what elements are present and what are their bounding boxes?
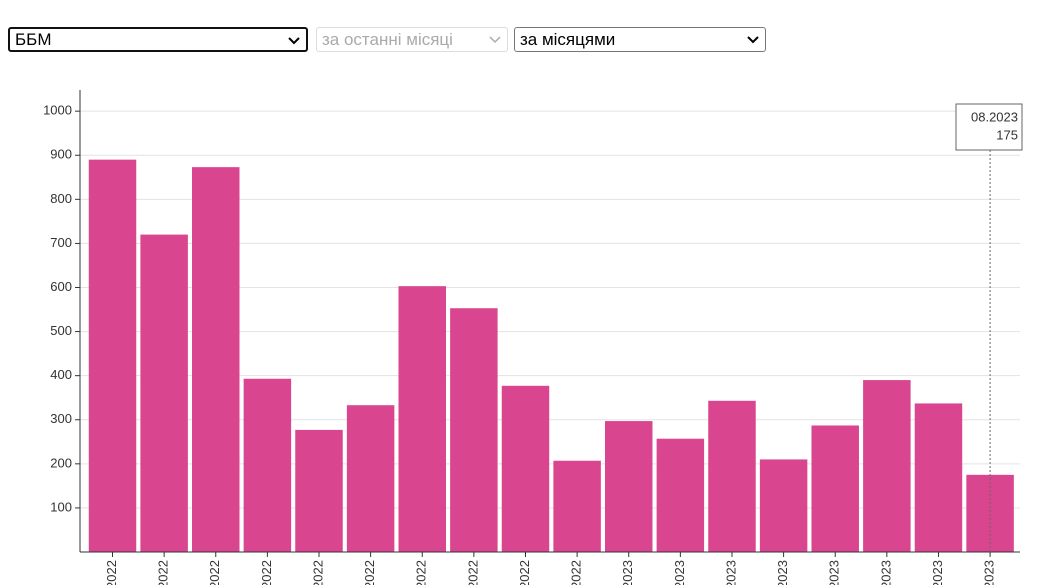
bar [604, 421, 653, 552]
bar [243, 378, 292, 552]
x-tick-label: 08.2023 [982, 560, 997, 585]
bar [88, 159, 137, 553]
y-tick-label: 400 [50, 367, 72, 382]
x-tick-label: 01.2023 [620, 560, 635, 585]
period-select[interactable]: за останні місяці [316, 27, 508, 52]
bar [398, 286, 446, 552]
chevron [489, 36, 501, 44]
x-tick-label: 12.2022 [569, 560, 584, 585]
x-tick-label: 09.2022 [414, 560, 429, 585]
period-select-text: за останні місяці [322, 30, 453, 49]
bar [863, 380, 911, 552]
bar [346, 405, 395, 552]
x-tick-label: 04.2022 [156, 560, 171, 585]
x-tick-label: 07.2022 [310, 560, 325, 585]
y-tick-label: 200 [50, 455, 72, 470]
tooltip-box [955, 103, 1023, 151]
bar [708, 400, 756, 552]
y-tick-label: 500 [50, 323, 72, 338]
x-tick-label: 05.2022 [207, 560, 222, 585]
x-tick-label: 03.2023 [723, 560, 738, 585]
bar [811, 425, 859, 552]
y-tick-label: 900 [50, 147, 72, 162]
x-tick-label: 08.2022 [362, 560, 377, 585]
x-tick-label: 02.2023 [672, 560, 687, 585]
bar [759, 459, 808, 552]
bar [192, 167, 240, 552]
x-tick-label: 10.2022 [465, 560, 480, 585]
kind-select-text: ББМ [15, 30, 52, 49]
y-tick-label: 800 [50, 191, 72, 206]
x-tick-label: 06.2023 [878, 560, 893, 585]
x-tick-label: 07.2023 [930, 560, 945, 585]
y-tick-label: 600 [50, 279, 72, 294]
bar [140, 234, 188, 553]
chevron [747, 36, 759, 44]
y-tick-label: 700 [50, 235, 72, 250]
x-tick-label: 11.2022 [517, 560, 532, 585]
bar [501, 385, 550, 552]
tooltip-value: 175 [996, 127, 1018, 142]
x-tick-label: 06.2022 [259, 560, 274, 585]
bar [656, 438, 705, 552]
bar [553, 460, 601, 552]
kind-select[interactable]: ББМ [8, 27, 308, 52]
bar [450, 308, 498, 552]
grouping-select[interactable]: за місяцями [514, 27, 766, 52]
y-tick-label: 1000 [43, 103, 72, 118]
x-tick-label: 03.2022 [104, 560, 119, 585]
grouping-select-text: за місяцями [520, 30, 616, 49]
bar [295, 429, 343, 552]
chevron [288, 37, 300, 45]
tooltip-category: 08.2023 [971, 109, 1018, 124]
x-tick-label: 05.2023 [827, 560, 842, 585]
y-tick-label: 100 [50, 499, 72, 514]
bar [914, 403, 963, 552]
y-tick-label: 300 [50, 411, 72, 426]
x-tick-label: 04.2023 [775, 560, 790, 585]
